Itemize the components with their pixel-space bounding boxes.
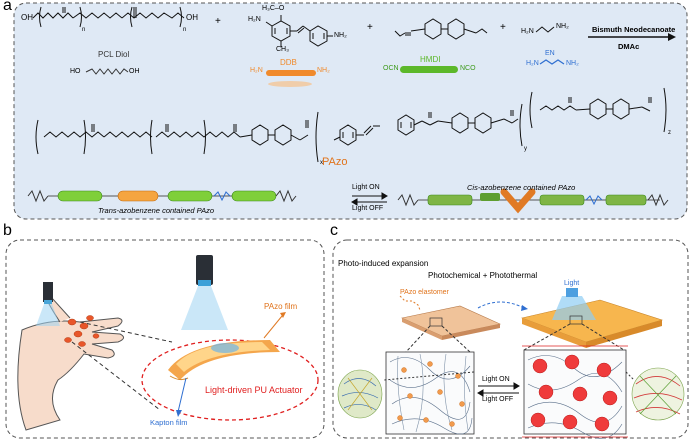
cis-chain xyxy=(397,188,669,214)
panel-a-letter: a xyxy=(3,0,12,14)
en-line xyxy=(539,59,565,65)
light-label-c: Light xyxy=(564,280,580,287)
small-light-source xyxy=(36,282,60,326)
kapton-film-label: Kapton film xyxy=(150,418,188,427)
zoom-right-a xyxy=(523,323,571,351)
zoom-left-b xyxy=(441,325,471,353)
flat-film xyxy=(401,305,501,340)
ddb-short-right: NH₂ xyxy=(317,67,330,74)
panel-a-frame xyxy=(13,2,688,220)
en-short-left: H₂N xyxy=(526,60,539,67)
elastomer-pointer xyxy=(399,295,421,311)
light-off-a: Light OFF xyxy=(352,205,384,212)
panel-c-letter: c xyxy=(330,222,338,239)
en-h2n: H₂N xyxy=(521,28,534,35)
pcl-n1: n xyxy=(82,27,86,33)
pazo-structure xyxy=(35,87,667,163)
coil-left xyxy=(337,369,383,419)
solvent-label: DMAc xyxy=(618,42,640,51)
subscript-y: y xyxy=(524,146,527,152)
hmdi-structure xyxy=(394,18,488,40)
actuator-ellipse xyxy=(141,339,319,421)
ddb-h2n: H₂N xyxy=(248,16,261,23)
panel-c-title: Photo-induced expansion xyxy=(338,259,429,268)
light-off-c: Light OFF xyxy=(482,396,514,403)
actuator-label: Light-driven PU Actuator xyxy=(205,385,303,395)
zoom-left-a xyxy=(405,325,431,353)
en-label: EN xyxy=(545,50,555,57)
pcl-diol-label: PCL Diol xyxy=(98,50,130,59)
hmdi-nco: NCO xyxy=(460,65,476,72)
pcl-diol-structure xyxy=(32,6,185,75)
pazo-film-pointer xyxy=(263,315,283,339)
big-light-source xyxy=(181,255,228,330)
pcl-short-right: OH xyxy=(129,68,140,75)
ddb-short-left: H₂N xyxy=(250,67,263,74)
en-nh2: NH₂ xyxy=(556,23,569,30)
expanded-film xyxy=(520,288,664,348)
red-spots xyxy=(64,315,100,347)
panel-c-subtitle: Photochemical + Photothermal xyxy=(428,271,538,280)
ddb-bar xyxy=(266,70,316,76)
zoom-line-bottom xyxy=(71,341,161,411)
en-short-right: NH₂ xyxy=(566,60,579,67)
pazo-film-label: PAzo film xyxy=(264,302,298,311)
subscript-x: x xyxy=(320,160,323,166)
light-on-c: Light ON xyxy=(482,376,510,383)
plus-2: + xyxy=(367,22,373,33)
coil-left-link xyxy=(383,371,475,381)
pcl-oh-left: OH xyxy=(21,13,33,22)
hmdi-label: HMDI xyxy=(420,55,441,64)
ddb-nh2: NH₂ xyxy=(334,32,347,39)
panel-b-letter: b xyxy=(3,222,12,239)
pcl-n2: n xyxy=(183,27,187,33)
network-box-left xyxy=(385,351,475,435)
pcl-short-left: HO xyxy=(70,68,81,75)
zoom-line-top xyxy=(79,321,173,343)
ddb-h3co: H₃C–O xyxy=(262,5,285,12)
trans-state-label: Trans-azobenzene contained PAzo xyxy=(98,206,215,215)
kapton-pointer xyxy=(177,377,187,413)
hmdi-ocn: OCN xyxy=(383,65,399,72)
ddb-ch3: CH₃ xyxy=(276,46,289,53)
trans-chain xyxy=(27,189,297,203)
coil-right-link xyxy=(625,371,635,381)
subscript-z: z xyxy=(668,130,671,136)
elastomer-label: PAzo elastomer xyxy=(400,289,449,296)
ddb-label: DDB xyxy=(280,58,297,67)
coil-right xyxy=(631,367,685,421)
plus-3: + xyxy=(500,22,506,33)
cis-state-label: Cis-azobenzene contained PAzo xyxy=(467,183,576,192)
network-box-right xyxy=(522,345,628,439)
light-switch-arrows xyxy=(351,192,388,206)
ddb-structure xyxy=(265,15,333,47)
light-toggle-c xyxy=(477,382,520,397)
plus-1: + xyxy=(215,16,221,27)
en-structure xyxy=(535,26,555,33)
ddb-bar-shadow xyxy=(268,81,312,87)
catalyst-label: Bismuth Neodecanoate xyxy=(592,25,676,34)
panel-b-frame xyxy=(5,239,325,439)
light-on-a: Light ON xyxy=(352,184,380,191)
actuator-strip xyxy=(168,340,280,381)
pcl-oh-right: OH xyxy=(186,13,198,22)
hmdi-bar xyxy=(400,66,458,73)
product-name: PAzo xyxy=(322,156,348,168)
